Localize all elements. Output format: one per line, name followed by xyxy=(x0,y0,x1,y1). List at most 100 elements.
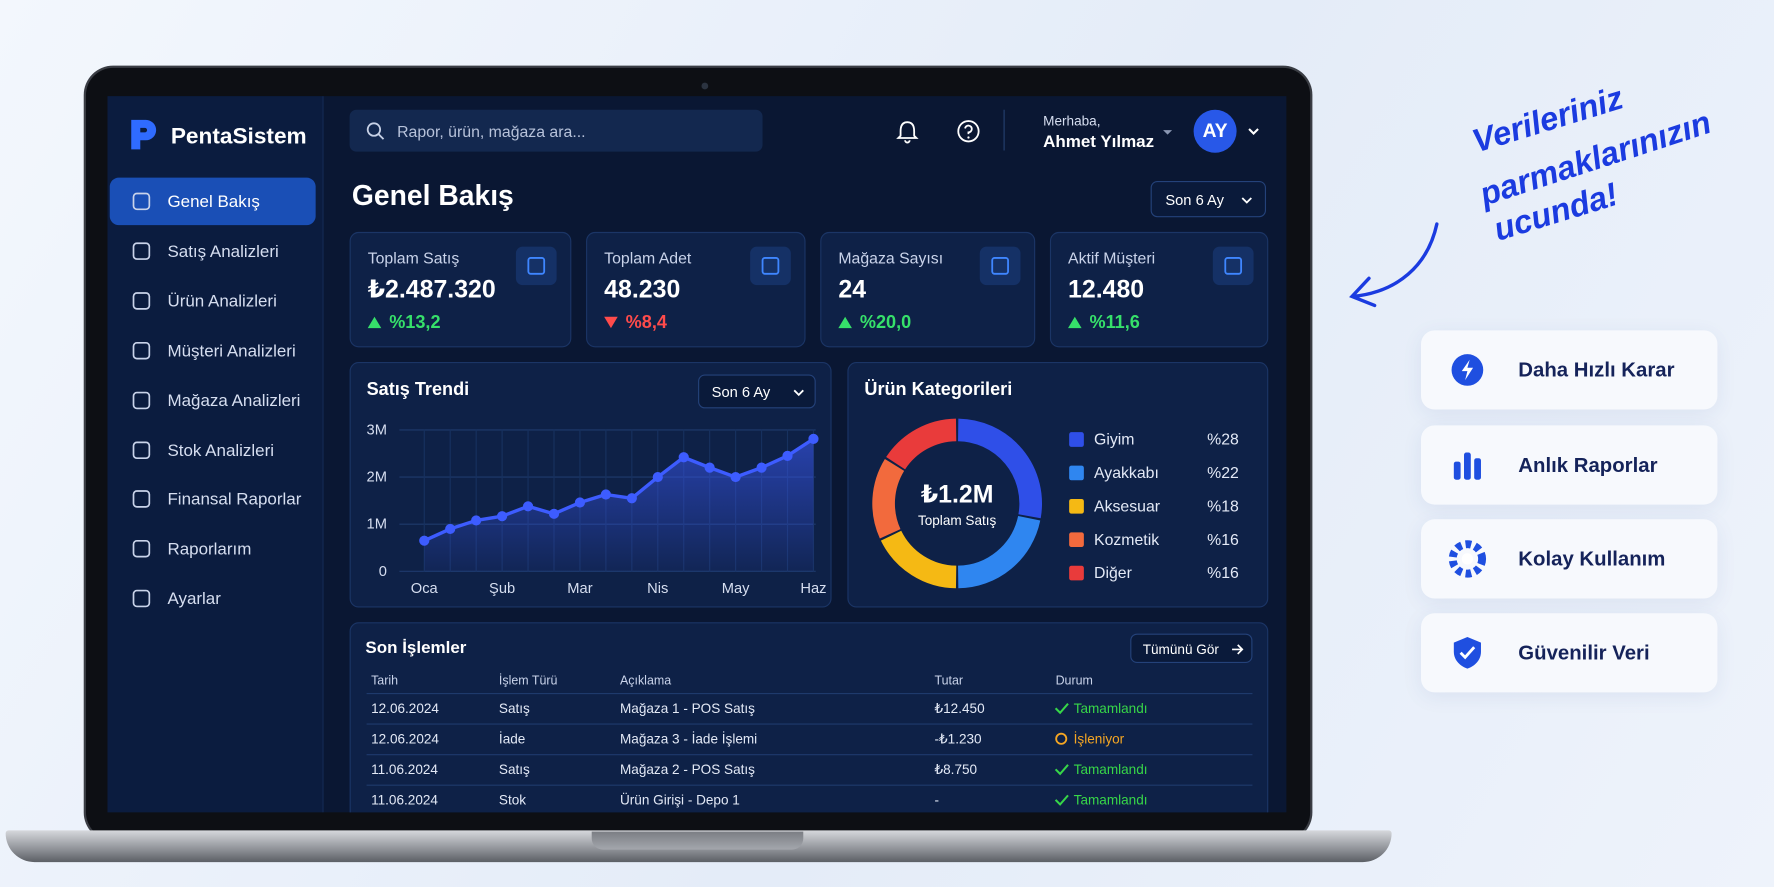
camera xyxy=(701,82,709,90)
point xyxy=(497,511,508,522)
kpi-icon xyxy=(991,257,1009,275)
feature-icon-shape xyxy=(1453,461,1461,480)
cell: 11.06.2024 xyxy=(371,762,438,777)
search-placeholder: Rapor, ürün, mağaza ara... xyxy=(397,122,586,141)
donut-segment xyxy=(872,459,905,539)
user-chevron[interactable] xyxy=(1247,126,1261,137)
column-header: Açıklama xyxy=(620,673,671,687)
donut-segment xyxy=(957,515,1041,589)
chart-filter[interactable]: Son 6 Ay xyxy=(698,374,816,409)
cell: Mağaza 3 - İade İşlemi xyxy=(620,731,757,746)
column-header: Tarih xyxy=(371,673,398,687)
nav-item[interactable]: Finansal Raporlar xyxy=(110,476,316,524)
cell: İade xyxy=(499,731,525,746)
nav-item[interactable]: Satış Analizleri xyxy=(110,227,316,275)
legend-swatch xyxy=(1069,465,1084,481)
feature-icon xyxy=(1453,636,1481,669)
brand: PentaSistem xyxy=(170,124,307,150)
transactions-table: Tarih İşlem Türü Açıklama Tutar Durum 12.06.2… xyxy=(366,673,1253,807)
nav-item[interactable]: Stok Analizleri xyxy=(110,426,316,474)
laptop-notch xyxy=(591,831,804,850)
help-icon[interactable] xyxy=(956,119,981,144)
nav-item[interactable]: Ürün Analizleri xyxy=(110,277,316,325)
cell: Stok xyxy=(499,792,526,807)
nav-label: Ayarlar xyxy=(167,589,221,609)
kpi-icon-shape xyxy=(527,257,546,275)
point xyxy=(782,450,793,461)
caret[interactable] xyxy=(1162,128,1173,137)
bell-icon[interactable] xyxy=(895,119,920,144)
point xyxy=(626,493,637,504)
point xyxy=(678,452,689,463)
status-icon xyxy=(1055,732,1068,745)
kpi-change: %11,6 xyxy=(1089,313,1140,333)
nav-label: Raporlarım xyxy=(167,540,252,560)
trend-icon xyxy=(838,316,852,329)
see-all-text: Tümünü Gör xyxy=(1142,641,1219,658)
kpi-value: 12.480 xyxy=(1068,274,1145,304)
point xyxy=(471,515,482,526)
nav-label: Stok Analizleri xyxy=(167,440,275,460)
column-header: İşlem Türü xyxy=(499,673,558,687)
kpi-value: 48.230 xyxy=(604,274,681,304)
feature-icon-shape xyxy=(1448,540,1487,578)
tagline-graphic: Verileriniz parmaklarınızın ucunda! xyxy=(1349,78,1715,308)
feature-card: Güvenilir Veri xyxy=(1421,613,1718,693)
status: İşleniyor xyxy=(1074,731,1125,746)
nav-item[interactable]: Ayarlar xyxy=(110,575,316,623)
kpi-label: Mağaza Sayısı xyxy=(838,248,944,268)
point xyxy=(574,497,586,508)
avatar[interactable]: AY xyxy=(1193,109,1237,153)
cell: 12.06.2024 xyxy=(371,701,439,716)
legend-label: Aksesuar xyxy=(1094,498,1161,515)
feature-icon-detail xyxy=(1461,359,1474,381)
legend-label: Ayakkabı xyxy=(1094,465,1159,482)
kpi-icon-shape xyxy=(991,257,1009,275)
kpi-change: %8,4 xyxy=(625,313,667,333)
kpi-card: Aktif Müşteri 12.480 %11,6 xyxy=(1049,231,1269,348)
trend-triangle xyxy=(838,316,852,329)
kpi-icon-box xyxy=(979,246,1021,286)
chevron xyxy=(1241,197,1252,204)
status: Tamamlandı xyxy=(1074,762,1148,777)
nav-label: Satış Analizleri xyxy=(167,241,279,262)
point xyxy=(419,535,430,546)
search-box[interactable]: Rapor, ürün, mağaza ara... xyxy=(349,109,763,152)
point xyxy=(808,433,819,444)
nav-icon-shape xyxy=(132,192,151,211)
trend-triangle xyxy=(604,316,618,329)
y-tick-label: 1M xyxy=(367,517,387,533)
kpi-value: 24 xyxy=(838,274,867,304)
legend-swatch xyxy=(1069,532,1084,548)
nav-icon xyxy=(132,440,151,459)
donut-center-value: ₺1.2M xyxy=(921,480,994,508)
screen: PentaSistem Genel Bakış Satış Analizleri Ü… xyxy=(107,96,1287,813)
nav-icon xyxy=(132,589,151,608)
cell: ₺8.750 xyxy=(935,762,978,777)
search-icon xyxy=(366,122,385,140)
period-button[interactable]: Son 6 Ay xyxy=(1150,181,1267,218)
see-all-button[interactable]: Tümünü Gör xyxy=(1130,633,1253,663)
nav-item[interactable]: Genel Bakış xyxy=(109,177,316,226)
kpi-label: Toplam Adet xyxy=(604,248,692,268)
nav-item[interactable]: Müşteri Analizleri xyxy=(110,327,316,375)
donut-chart: Giyim %28 Ayakkabı %22 Aksesuar %18 Kozmetik %1… xyxy=(872,418,1239,589)
cell: 12.06.2024 xyxy=(371,731,439,746)
point xyxy=(522,501,534,512)
kpi-card: Toplam Satış ₺2.487.320 %13,2 xyxy=(349,231,572,348)
nav-item[interactable]: Mağaza Analizleri xyxy=(110,376,316,424)
y-tick-label: 2M xyxy=(367,470,387,486)
separator xyxy=(1003,109,1005,151)
feature-icon-detail xyxy=(1474,458,1481,480)
value-label: %18 xyxy=(1207,498,1239,515)
table-title: Son İşlemler xyxy=(365,638,467,658)
nav-icon xyxy=(132,242,151,260)
kpi-card: Toplam Adet 48.230 %8,4 xyxy=(586,231,806,348)
nav-label: Mağaza Analizleri xyxy=(167,390,301,411)
nav-icon xyxy=(132,291,151,310)
feature-label: Güvenilir Veri xyxy=(1518,641,1650,665)
chart-title: Satış Trendi xyxy=(366,380,470,400)
cell: -₺1.230 xyxy=(935,731,983,746)
nav-item[interactable]: Raporlarım xyxy=(110,525,316,573)
